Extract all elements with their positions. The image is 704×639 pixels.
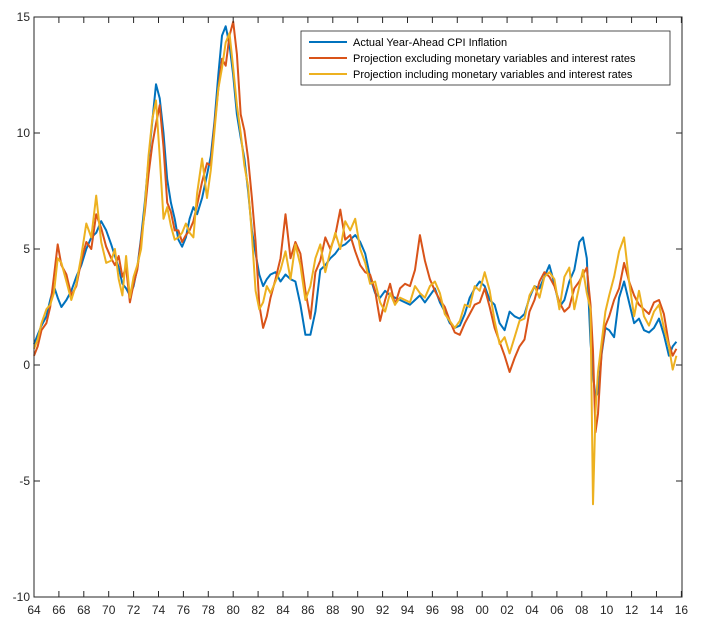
x-tick-label: 96 [426,603,440,617]
x-tick-label: 92 [376,603,390,617]
series-lines [33,20,678,506]
x-tick-label: 14 [650,603,664,617]
x-tick-label: 64 [27,603,41,617]
x-tick-label: 10 [600,603,614,617]
y-tick-label: 10 [17,126,31,140]
legend-label-2: Projection excluding monetary variables … [353,53,636,65]
x-tick-label: 90 [351,603,365,617]
x-tick-label: 98 [451,603,465,617]
y-tick-label: 5 [23,242,30,256]
x-tick-label: 68 [77,603,91,617]
legend-label-1: Actual Year-Ahead CPI Inflation [353,37,507,49]
x-tick-label: 04 [525,603,539,617]
x-tick-label: 78 [202,603,216,617]
x-tick-label: 00 [476,603,490,617]
x-axis: 64 66 68 70 72 74 76 78 80 82 84 86 88 90 92 94 96 98 00 02… [27,17,688,617]
x-tick-label: 76 [177,603,191,617]
y-tick-label: 0 [23,358,30,372]
x-tick-label: 08 [575,603,589,617]
x-tick-label: 12 [625,603,639,617]
x-tick-label: 74 [152,603,166,617]
x-tick-label: 82 [251,603,265,617]
x-tick-label: 86 [301,603,315,617]
y-axis: -10 -5 0 5 10 15 [13,10,682,604]
legend: Actual Year-Ahead CPI Inflation Projectio… [300,30,671,86]
x-tick-label: 88 [326,603,340,617]
x-tick-label: 94 [401,603,415,617]
y-tick-label: 15 [17,10,31,24]
x-tick-label: 84 [276,603,290,617]
x-tick-label: 72 [127,603,141,617]
x-tick-label: 70 [102,603,116,617]
x-tick-label: 02 [500,603,514,617]
y-tick-label: -10 [13,590,31,604]
y-tick-label: -5 [19,474,30,488]
x-tick-label: 66 [52,603,66,617]
plot-area-frame [33,16,683,598]
legend-box [300,30,671,86]
series-line-3 [33,32,678,506]
x-tick-label: 06 [550,603,564,617]
x-tick-label: 80 [227,603,241,617]
legend-label-3: Projection including monetary variables … [353,69,633,81]
x-tick-label: 16 [675,603,689,617]
